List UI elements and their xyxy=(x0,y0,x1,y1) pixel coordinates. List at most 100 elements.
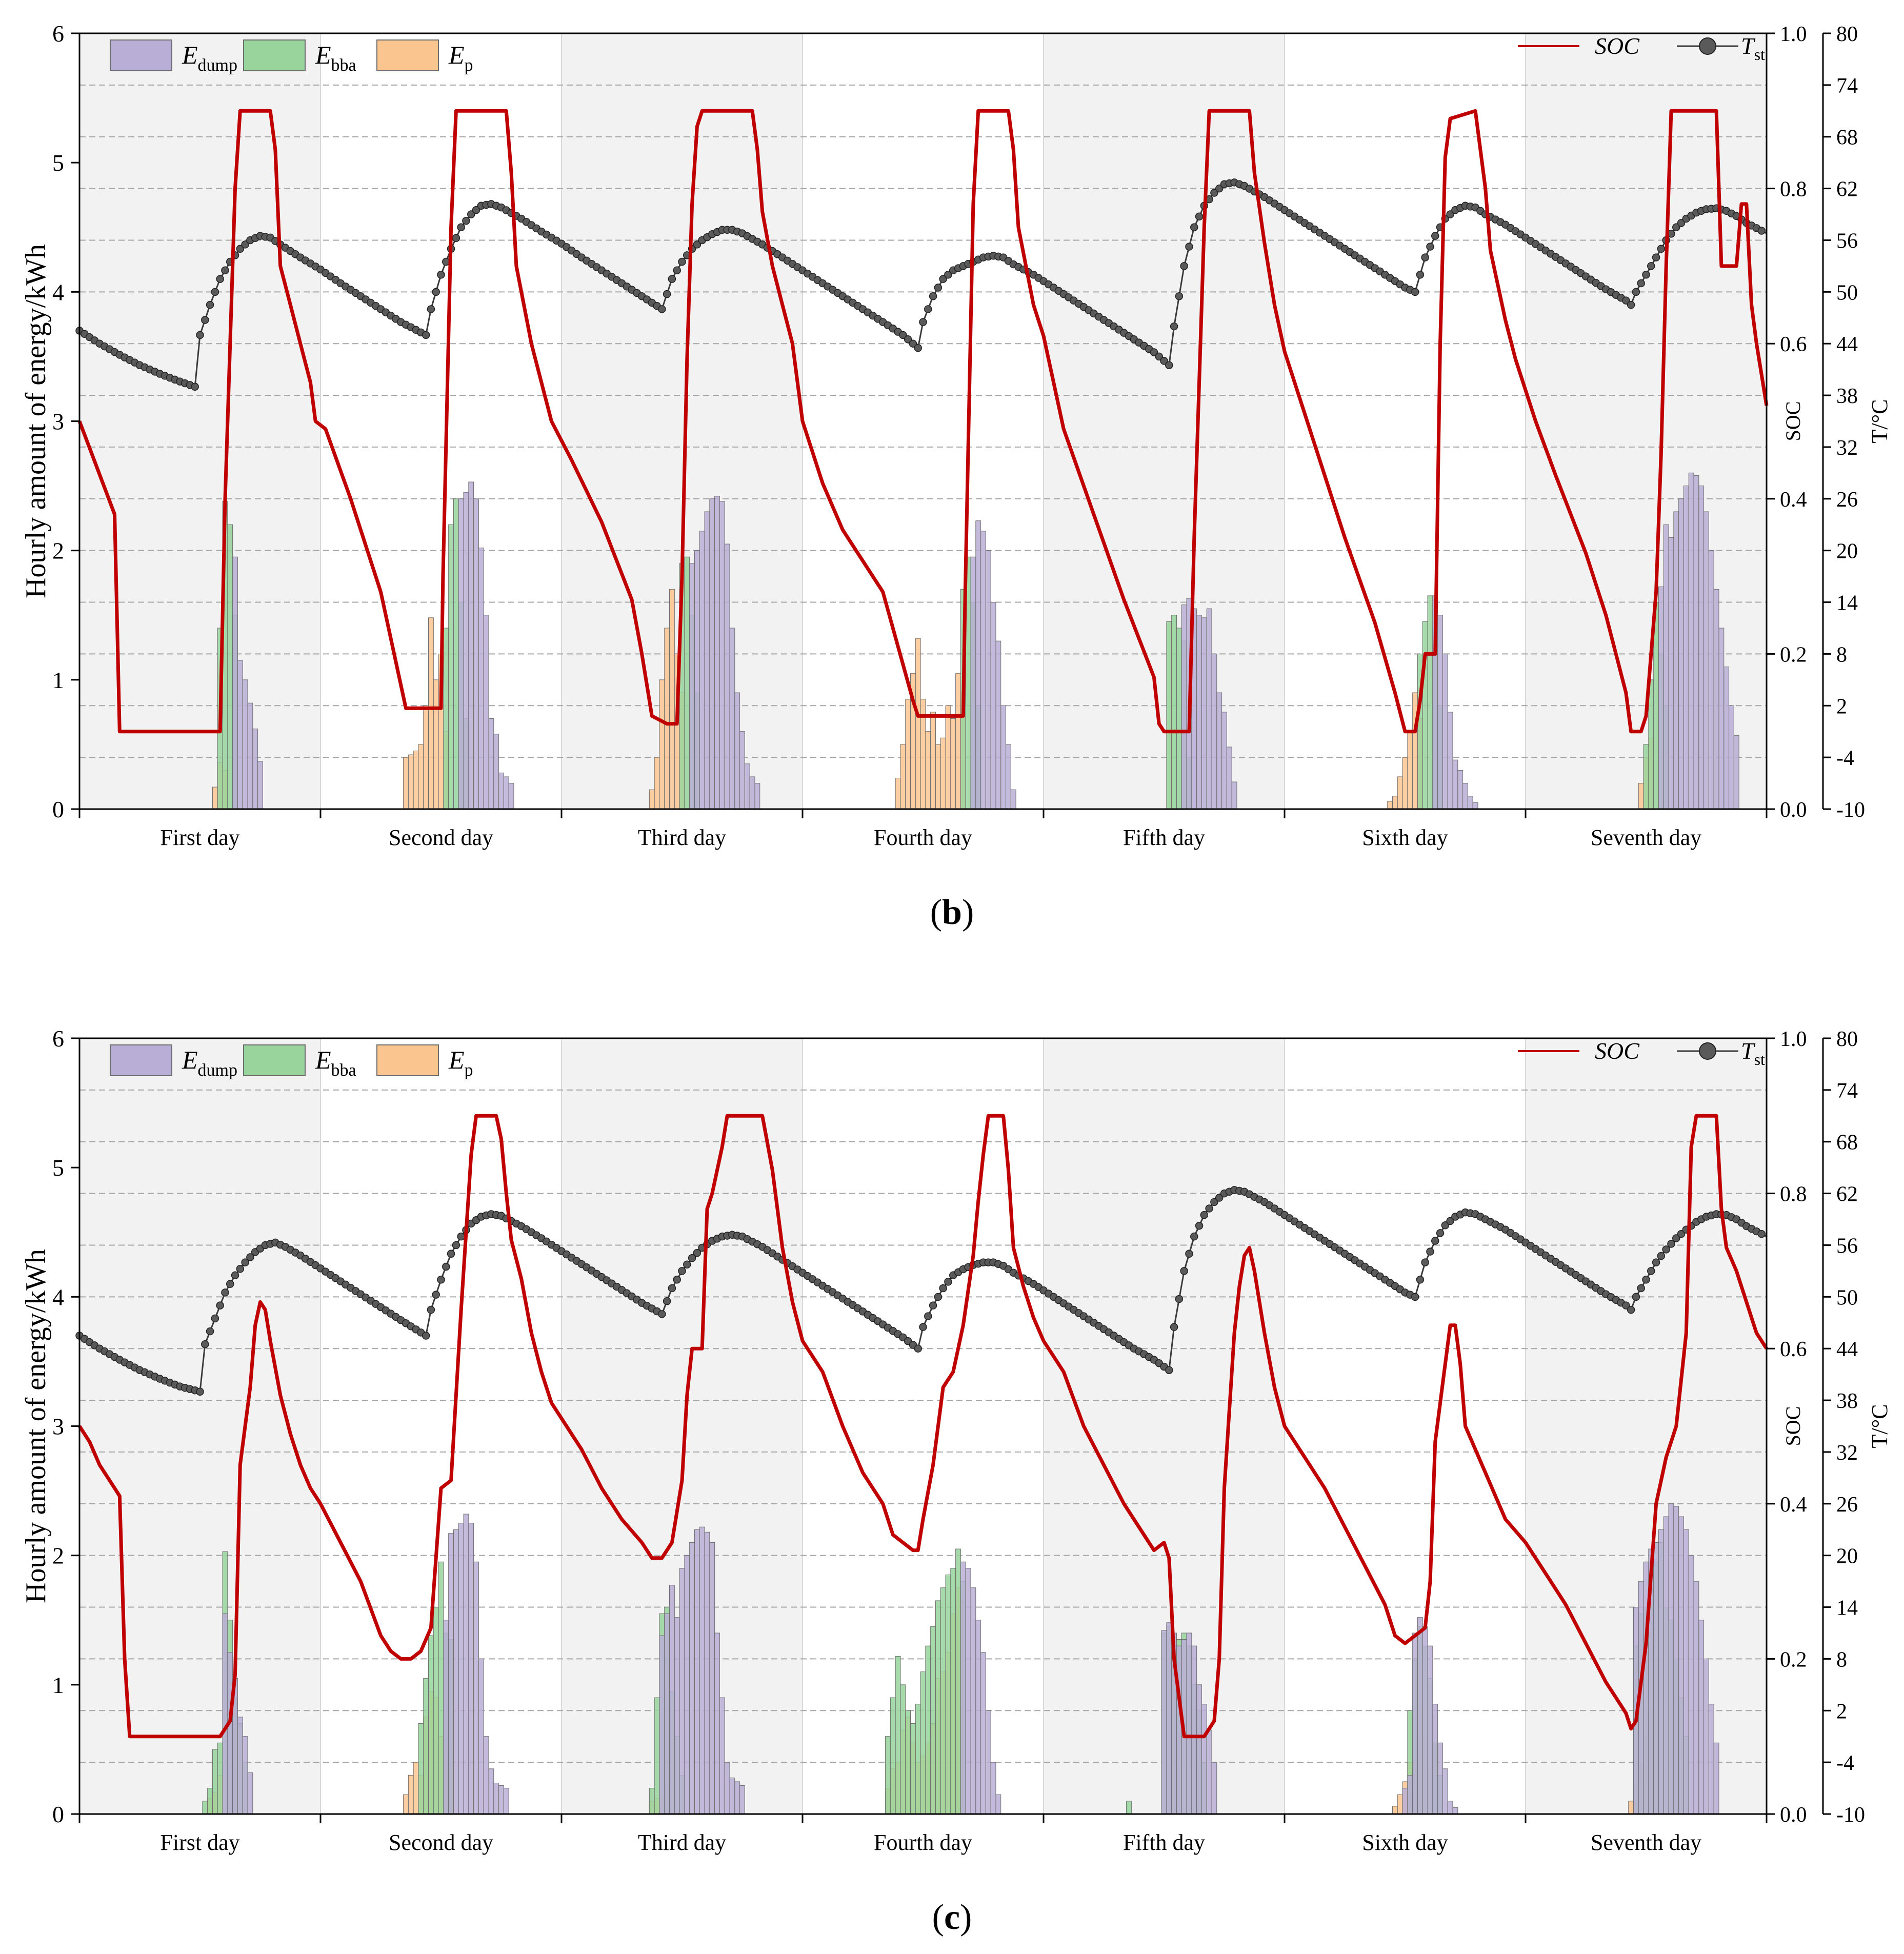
tst-point xyxy=(1667,1240,1675,1248)
bar-ebba xyxy=(1427,595,1433,810)
bar-edump xyxy=(1211,1762,1217,1815)
bar-ebba xyxy=(433,1607,439,1815)
bar-edump xyxy=(1422,1626,1428,1815)
y3-tick-label: 38 xyxy=(1836,1389,1858,1413)
tst-point xyxy=(944,270,952,279)
bar-edump xyxy=(237,660,243,810)
tst-point xyxy=(1637,279,1645,288)
bar-ebba xyxy=(207,1788,213,1815)
panel-caption-c: (c) xyxy=(0,1897,1904,1938)
bar-edump xyxy=(257,761,263,810)
day-shade-band xyxy=(79,33,320,809)
x-tick-label: Fifth day xyxy=(1123,1830,1205,1855)
bar-edump xyxy=(719,501,725,810)
bar-edump xyxy=(1688,472,1694,810)
y-tick-label: 0 xyxy=(52,796,64,822)
bar-ep xyxy=(915,638,921,810)
y2-tick-label: 0.8 xyxy=(1780,1183,1807,1206)
bar-ebba xyxy=(890,1697,896,1815)
y3-tick-label: 2 xyxy=(1836,1700,1847,1723)
bar-ep xyxy=(659,679,665,810)
tst-point xyxy=(914,1344,922,1353)
bar-edump xyxy=(719,1697,725,1815)
tst-point xyxy=(1205,1204,1213,1213)
legend-ep-swatch xyxy=(376,1044,439,1076)
tst-point xyxy=(1160,357,1168,365)
y3-tick-label: 50 xyxy=(1836,281,1858,305)
bar-ebba xyxy=(428,1635,434,1815)
y3-tick-label: 8 xyxy=(1836,643,1847,667)
caption-c-open: ( xyxy=(932,1898,944,1937)
tst-point xyxy=(1757,227,1766,235)
tst-point xyxy=(1647,262,1655,270)
bar-ep xyxy=(1392,796,1398,810)
bar-edump xyxy=(1161,1630,1167,1815)
tst-point xyxy=(1155,352,1163,361)
bar-edump xyxy=(729,628,735,810)
bar-edump xyxy=(1427,1645,1433,1815)
legend-edump-main: E xyxy=(182,1045,198,1074)
bar-ep xyxy=(955,673,961,810)
bar-edump xyxy=(1231,781,1237,810)
bar-edump xyxy=(1452,1807,1458,1815)
bar-edump xyxy=(990,1762,996,1815)
y2-axis-label: SOC xyxy=(1781,1406,1805,1446)
tst-point xyxy=(1441,1221,1450,1230)
tst-point xyxy=(196,331,204,339)
tst-point xyxy=(944,1278,952,1286)
bar-edump xyxy=(498,772,504,810)
legend-ep-swatch xyxy=(376,39,439,71)
bar-ebba xyxy=(654,1697,660,1815)
bar-edump xyxy=(1442,653,1448,810)
bar-ep xyxy=(649,789,655,810)
bar-edump xyxy=(1698,486,1705,810)
bar-edump xyxy=(1703,511,1709,810)
tst-point xyxy=(693,240,702,249)
legend-ep-main: E xyxy=(448,41,465,69)
tst-point xyxy=(236,245,245,253)
tst-point xyxy=(1150,348,1158,356)
bar-edump xyxy=(724,1762,730,1815)
y3-tick-label: 80 xyxy=(1836,1028,1858,1051)
bar-edump xyxy=(739,1785,745,1815)
bar-edump xyxy=(689,563,695,810)
bar-edump xyxy=(1201,1704,1207,1815)
tst-point xyxy=(678,1267,686,1275)
y3-tick-label: 56 xyxy=(1836,1234,1858,1258)
bar-edump xyxy=(1191,1645,1197,1815)
bar-edump xyxy=(1713,589,1719,810)
y-tick-label: 5 xyxy=(52,1155,64,1181)
bar-edump xyxy=(714,496,720,810)
tst-point xyxy=(919,1323,927,1331)
tst-point xyxy=(211,288,219,296)
soc-line xyxy=(77,109,1769,734)
bar-edump xyxy=(1688,1555,1694,1815)
bar-edump xyxy=(744,763,750,810)
tst-point xyxy=(693,1248,702,1257)
y-tick-label: 4 xyxy=(52,1284,64,1310)
tst-point xyxy=(1446,1217,1454,1225)
bar-edump xyxy=(1186,1633,1192,1815)
tst-point xyxy=(1195,1221,1204,1230)
tst-point xyxy=(447,1250,455,1258)
bar-ep xyxy=(1392,1806,1398,1815)
tst-point xyxy=(206,1327,214,1336)
bar-ep xyxy=(654,757,660,810)
bar-edump xyxy=(1713,1742,1719,1815)
bar-edump xyxy=(468,1523,474,1815)
tst-point xyxy=(216,1301,224,1310)
bar-edump xyxy=(503,776,509,810)
bar-edump xyxy=(699,1526,705,1815)
day-shade-band xyxy=(1044,33,1285,809)
tst-point xyxy=(1627,1305,1635,1314)
tst-point xyxy=(1165,1366,1173,1374)
tst-point xyxy=(1757,1230,1766,1238)
bar-ep xyxy=(408,754,414,810)
bar-ebba xyxy=(930,1626,936,1815)
bar-ebba xyxy=(920,1671,926,1815)
bar-ep xyxy=(408,1775,414,1815)
bar-edump xyxy=(1196,1684,1202,1815)
bar-edump xyxy=(483,1736,489,1815)
tst-point xyxy=(1210,1198,1218,1206)
